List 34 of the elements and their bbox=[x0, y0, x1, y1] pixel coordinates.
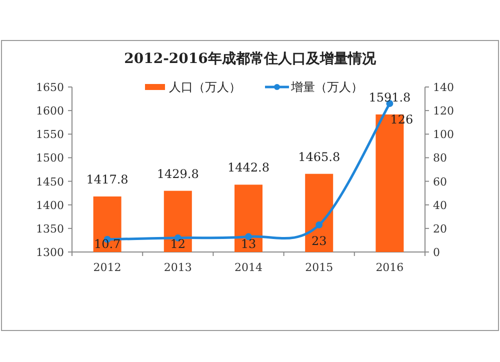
y-tick-label: 1650 bbox=[36, 81, 64, 94]
x-tick-label: 2014 bbox=[234, 261, 262, 274]
point bbox=[316, 221, 323, 228]
data-label: 1442.8 bbox=[228, 160, 270, 175]
y-tick-label: 1450 bbox=[36, 175, 64, 188]
data-label: 1465.8 bbox=[298, 150, 340, 164]
legend-label: 增量（万人） bbox=[290, 80, 363, 94]
data-label: 12 bbox=[170, 237, 186, 251]
y-tick-label: 1400 bbox=[36, 198, 64, 212]
y-tick-label: 1600 bbox=[36, 104, 64, 118]
x-tick-label: 2012 bbox=[93, 261, 122, 274]
y2-tick-label: 60 bbox=[433, 175, 447, 188]
y-tick-label: 1550 bbox=[36, 128, 64, 142]
data-label: 10.7 bbox=[94, 237, 121, 251]
y-tick-label: 1500 bbox=[36, 152, 64, 165]
data-label: 13 bbox=[240, 237, 256, 251]
x-tick-label: 2013 bbox=[164, 261, 192, 274]
y-tick-label: 1350 bbox=[36, 222, 64, 236]
x-tick-label: 2015 bbox=[305, 261, 334, 274]
y2-tick-label: 0 bbox=[433, 246, 440, 259]
x-tick-label: 2016 bbox=[376, 261, 404, 274]
y2-tick-label: 20 bbox=[433, 222, 447, 236]
data-label: 1591.8 bbox=[368, 90, 411, 104]
y-tick-label: 1300 bbox=[36, 246, 64, 259]
y2-tick-label: 120 bbox=[433, 104, 454, 118]
data-label: 1417.8 bbox=[86, 172, 128, 186]
y2-tick-label: 40 bbox=[433, 198, 447, 212]
chart-title: 2012-2016年成都常住人口及增量情况 bbox=[124, 51, 377, 67]
y2-tick-label: 100 bbox=[433, 128, 454, 142]
y2-tick-label: 80 bbox=[433, 152, 447, 165]
legend-label: 人口（万人） bbox=[169, 80, 241, 94]
y2-tick-label: 140 bbox=[433, 81, 454, 94]
data-label: 1429.8 bbox=[156, 166, 199, 181]
data-label: 23 bbox=[311, 234, 327, 248]
